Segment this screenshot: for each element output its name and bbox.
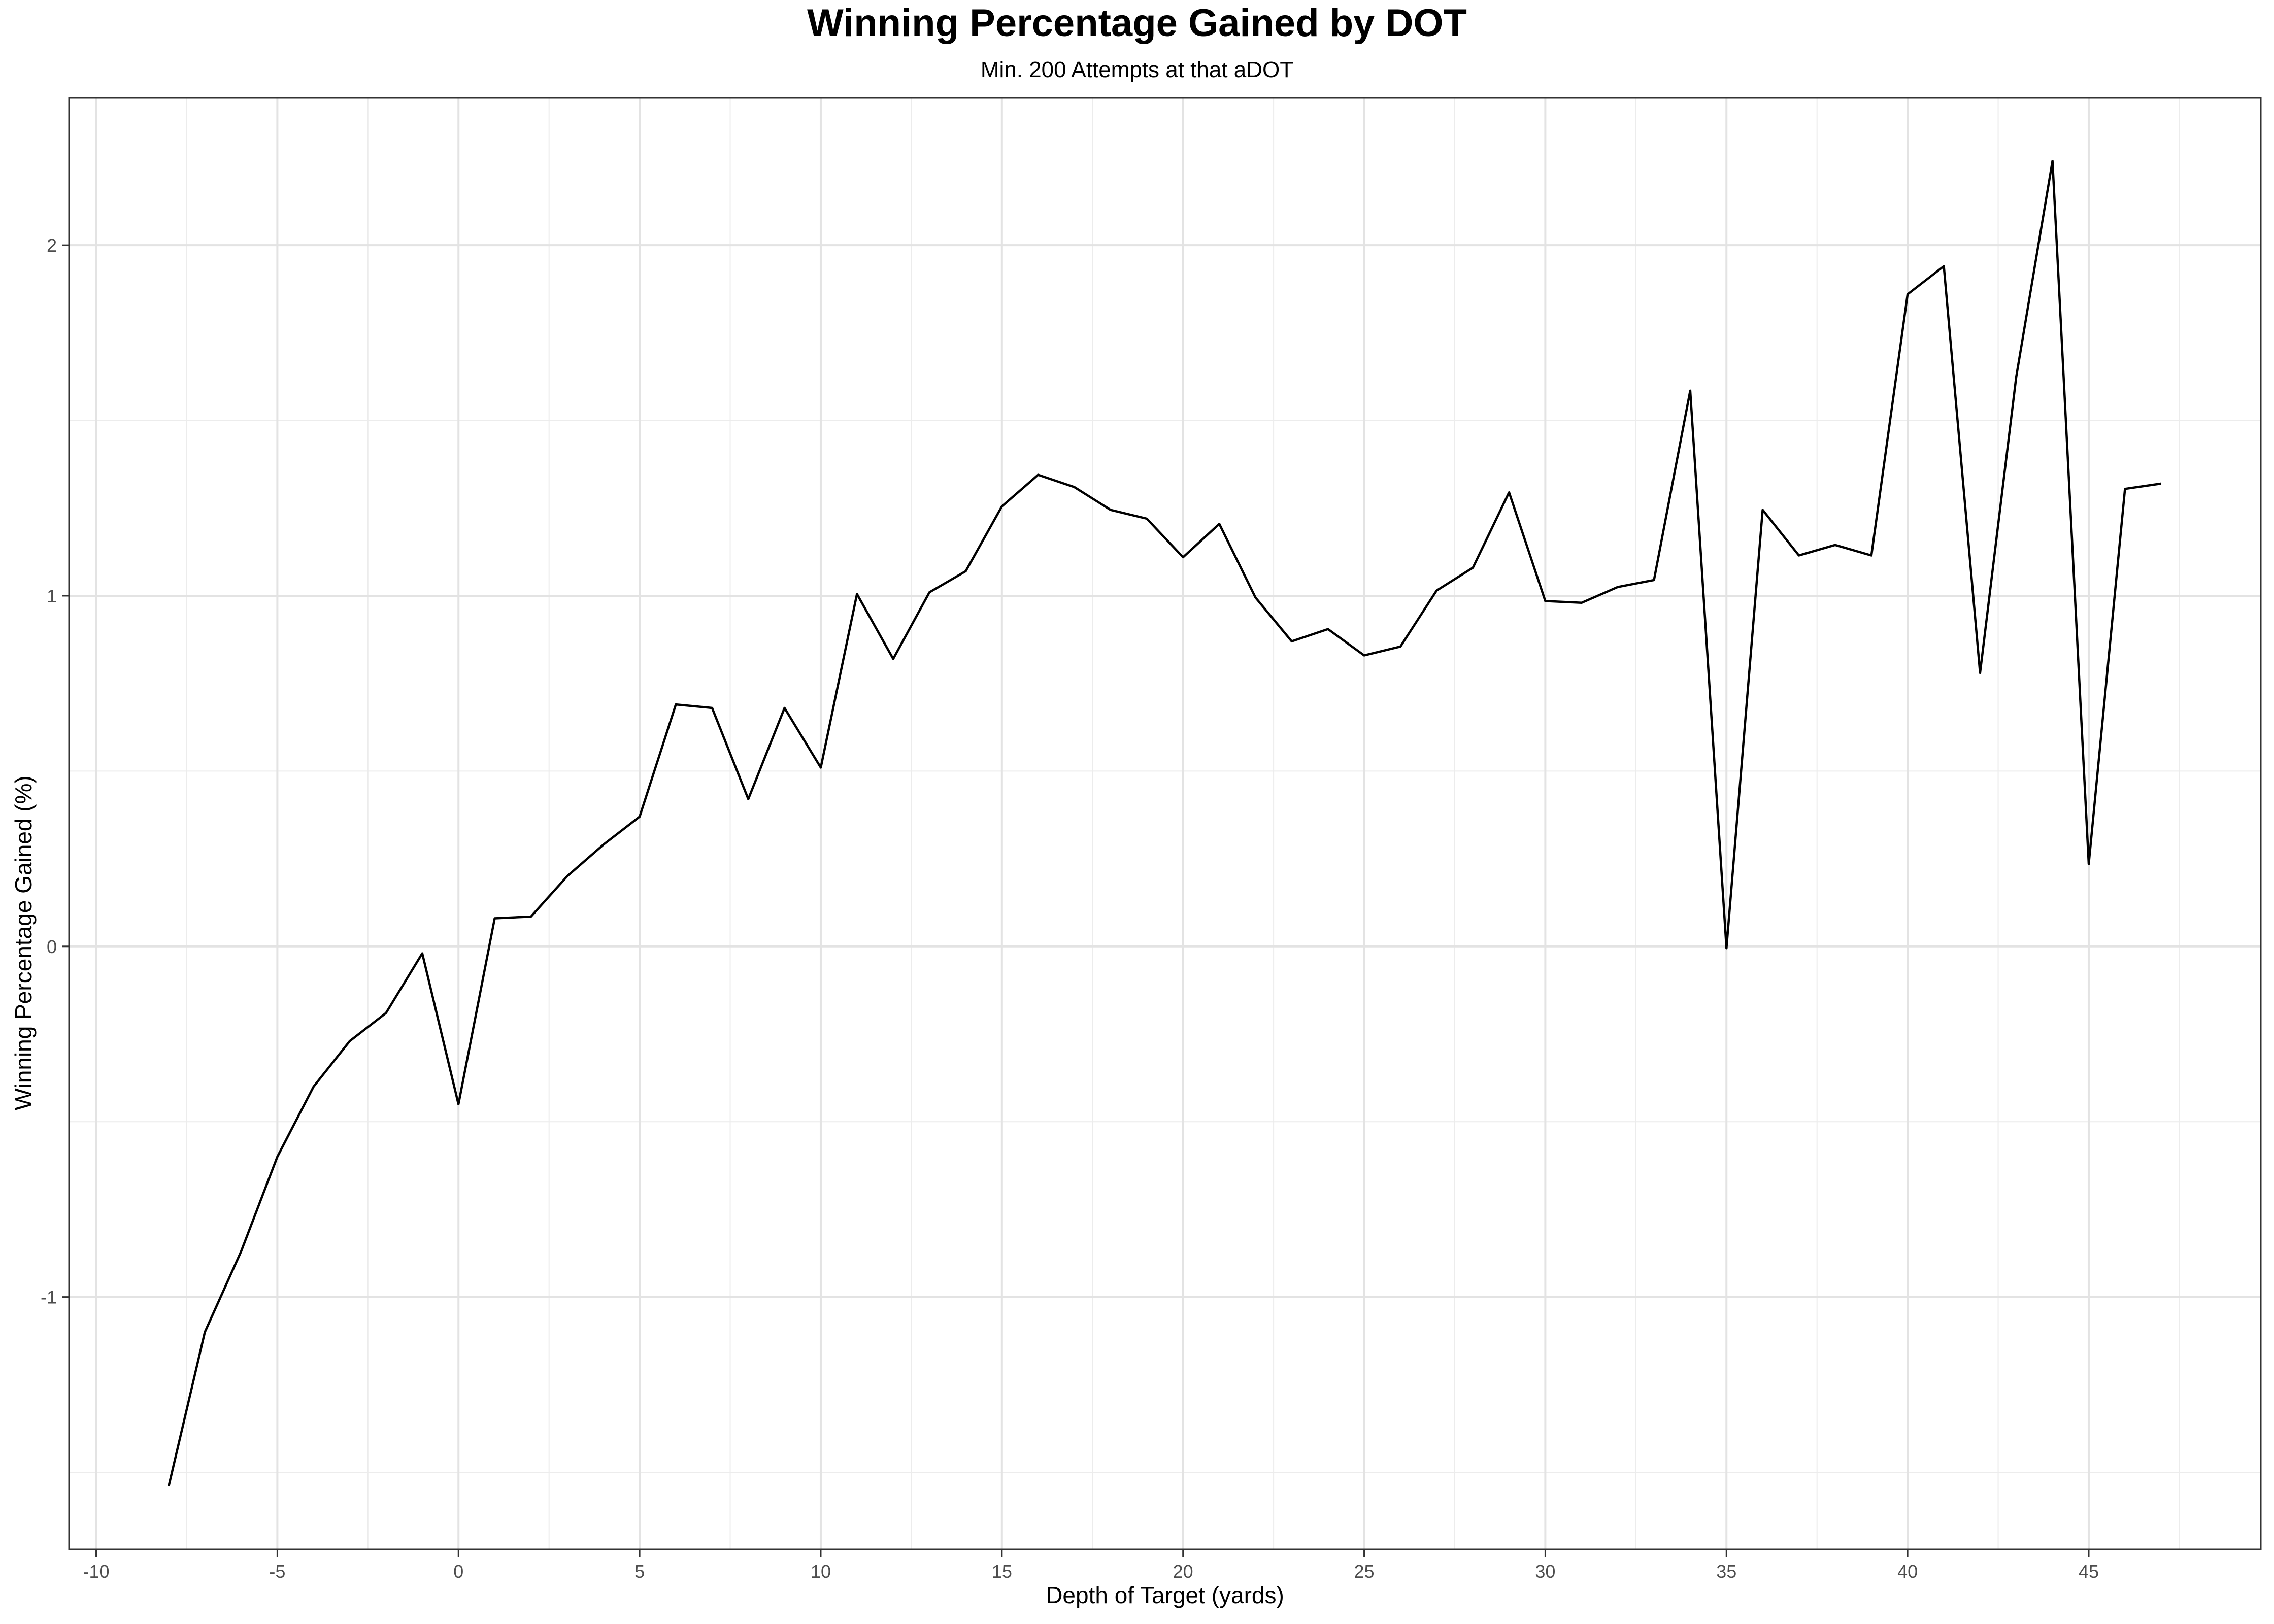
- data-point: [1435, 589, 1438, 592]
- data-point: [312, 1086, 315, 1088]
- data-point: [1907, 293, 1909, 295]
- x-tick-label: 10: [811, 1561, 831, 1582]
- x-tick-label: 30: [1535, 1561, 1555, 1582]
- data-point: [819, 766, 822, 769]
- data-point: [964, 570, 967, 572]
- data-point: [1399, 646, 1401, 648]
- data-point: [1834, 544, 1836, 546]
- data-layer: [168, 160, 2162, 1487]
- series-line: [168, 160, 2162, 1487]
- data-point: [457, 1103, 460, 1105]
- data-point: [2051, 160, 2054, 162]
- data-point: [1870, 554, 1872, 557]
- axis-ticks: [62, 244, 2090, 1557]
- data-point: [240, 1250, 243, 1253]
- data-point: [1290, 640, 1293, 642]
- data-point: [1037, 473, 1040, 476]
- data-point: [1689, 389, 1691, 392]
- grid-major: [69, 98, 2261, 1549]
- data-point: [1363, 654, 1365, 657]
- data-point: [747, 798, 750, 800]
- data-point: [276, 1156, 279, 1158]
- x-tick-label: 25: [1354, 1561, 1375, 1582]
- data-point: [2160, 482, 2162, 485]
- data-point: [1182, 556, 1184, 558]
- data-point: [1254, 596, 1257, 599]
- data-point: [1761, 509, 1764, 511]
- data-point: [602, 843, 605, 846]
- x-tick-label: -5: [269, 1561, 285, 1582]
- data-point: [1327, 628, 1329, 630]
- data-point: [385, 1012, 387, 1014]
- data-point: [1943, 265, 1945, 267]
- data-point: [349, 1040, 351, 1042]
- data-point: [421, 952, 423, 955]
- x-axis-label: Depth of Target (yards): [1046, 1582, 1284, 1608]
- data-point: [711, 707, 713, 709]
- x-tick-label: 40: [1897, 1561, 1918, 1582]
- panel-border: [68, 97, 2262, 1550]
- chart-subtitle: Min. 200 Attempts at that aDOT: [980, 57, 1294, 82]
- y-axis-label: Winning Percentage Gained (%): [10, 775, 37, 1110]
- data-point: [675, 703, 677, 706]
- data-point: [1544, 600, 1547, 602]
- data-point: [639, 816, 641, 818]
- x-tick-label: 35: [1716, 1561, 1736, 1582]
- data-point: [892, 658, 894, 660]
- data-point: [1472, 566, 1474, 569]
- data-point: [1508, 491, 1511, 494]
- x-tick-label: 45: [2079, 1561, 2099, 1582]
- y-tick-label: -1: [41, 1287, 57, 1308]
- chart-title: Winning Percentage Gained by DOT: [807, 2, 1467, 45]
- data-point: [783, 707, 786, 709]
- data-point: [566, 875, 568, 877]
- x-tick-label: 5: [634, 1561, 645, 1582]
- x-tick-label: 20: [1173, 1561, 1193, 1582]
- data-point: [1000, 505, 1003, 507]
- data-point: [1725, 947, 1728, 950]
- y-tick-label: 1: [47, 586, 57, 606]
- data-point: [1979, 671, 1981, 674]
- data-point: [1218, 523, 1221, 525]
- data-point: [1653, 579, 1655, 581]
- data-point: [204, 1331, 206, 1333]
- grid-minor: [69, 98, 2261, 1549]
- data-point: [928, 591, 931, 594]
- data-point: [1073, 486, 1076, 488]
- data-point: [2087, 863, 2090, 865]
- data-point: [529, 916, 532, 918]
- data-point: [2015, 376, 2018, 378]
- data-point: [1798, 554, 1800, 557]
- data-point: [168, 1485, 170, 1487]
- data-point: [1617, 586, 1619, 588]
- data-point: [1109, 509, 1112, 511]
- data-point: [1580, 601, 1583, 604]
- data-point: [2124, 488, 2126, 490]
- x-tick-label: 15: [992, 1561, 1012, 1582]
- x-tick-label: -10: [83, 1561, 110, 1582]
- y-tick-label: 2: [47, 235, 57, 256]
- data-point: [493, 917, 496, 920]
- x-tick-label: 0: [453, 1561, 463, 1582]
- data-point: [856, 593, 858, 595]
- y-tick-label: 0: [47, 936, 57, 957]
- data-point: [1146, 517, 1148, 520]
